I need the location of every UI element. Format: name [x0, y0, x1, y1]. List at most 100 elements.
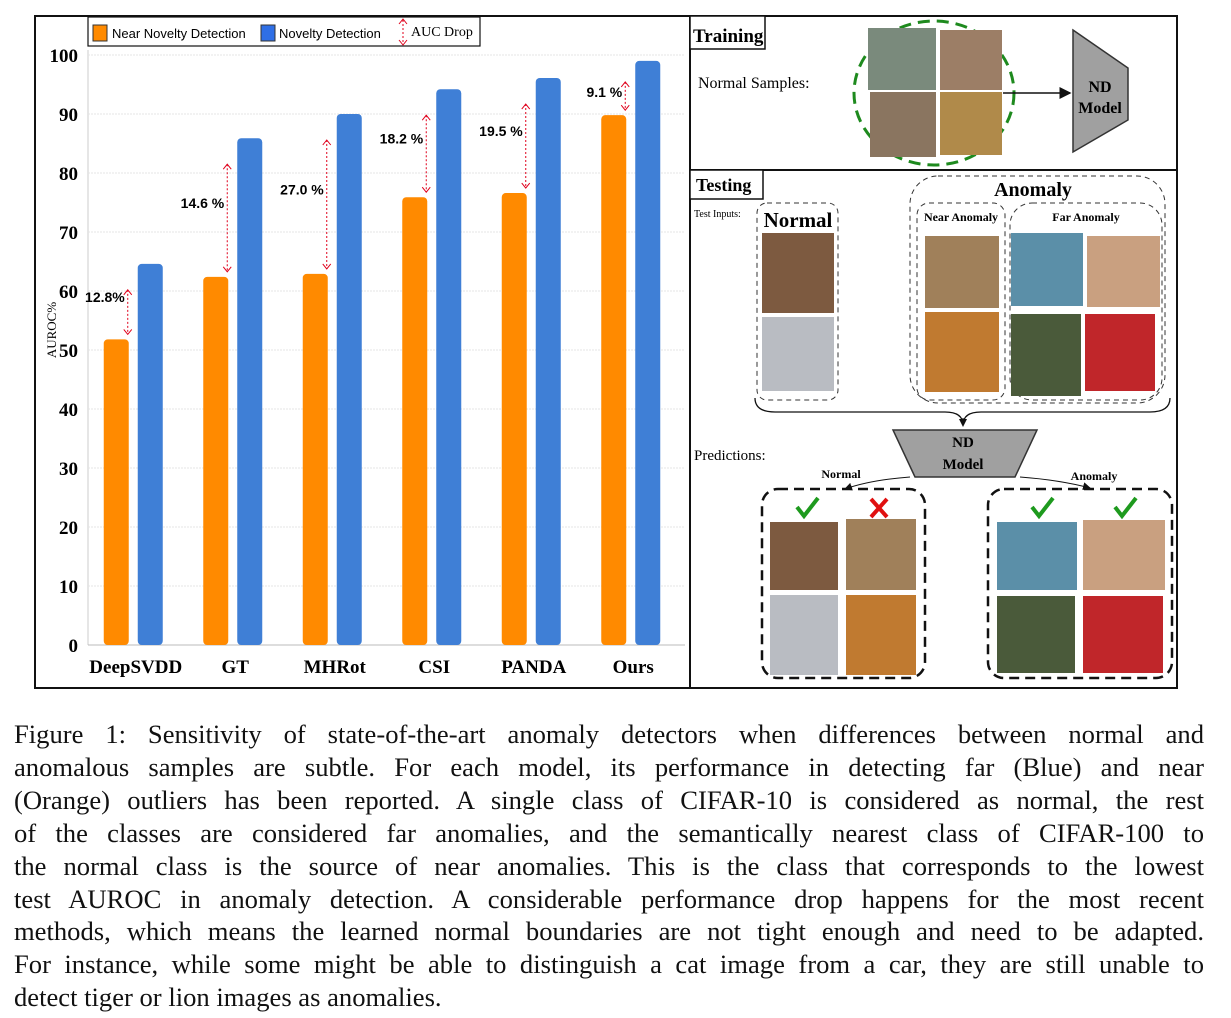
training-image-cat [940, 92, 1002, 155]
pred-image-car [1083, 596, 1163, 673]
pred-normal-label: Normal [821, 467, 861, 481]
test-image-bird [1087, 236, 1160, 307]
training-image-cat [870, 92, 936, 157]
predictions-label: Predictions: [694, 448, 766, 464]
normal-title: Normal [764, 208, 833, 232]
test-image-car [1085, 314, 1155, 391]
bar-near-CSI [402, 197, 428, 645]
bar-far-Ours [635, 60, 661, 645]
x-tick-label: MHRot [304, 657, 367, 678]
test-image-cat [762, 233, 834, 313]
chart-panel [34, 15, 691, 689]
caption-line: detect tiger or lion images as anomalies… [14, 982, 442, 1013]
figure-1: 0 10 20 30 40 50 60 70 80 90 100 DeepSVDD 12.8% GT 14.… [34, 15, 1178, 689]
bar-near-MHRot [302, 273, 328, 645]
auc-drop-arrowheads [620, 81, 630, 111]
bar-far-GT [237, 138, 263, 645]
pred-image-bird [1083, 520, 1165, 590]
checkmark-icon [795, 496, 820, 520]
far-anomaly-title: Far Anomaly [1052, 210, 1119, 224]
caption-line: the normal class is the source of near a… [14, 850, 1204, 881]
legend-far-label: Novelty Detection [279, 26, 381, 41]
bar-near-GT [203, 276, 229, 645]
auc-drop-arrow-icon [398, 18, 408, 46]
pred-normal-box [760, 487, 927, 680]
caption-line: (Orange) outliers has been reported. A s… [14, 784, 1204, 815]
auc-drop-label: 19.5 % [479, 123, 523, 139]
checkmark-icon [1113, 496, 1138, 520]
test-image-horse [1011, 314, 1081, 396]
pred-image-cat [770, 522, 838, 590]
x-tick-label: PANDA [501, 657, 566, 678]
test-inputs-label: Test Inputs: [694, 209, 741, 220]
legend-auc-drop-label: AUC Drop [411, 25, 473, 40]
pred-image-lion [846, 519, 916, 590]
caption-line: Figure 1: Sensitivity of state-of-the-ar… [14, 719, 1204, 749]
nd-model-label: Model [1078, 100, 1122, 117]
training-image-cat [940, 30, 1002, 90]
training-image-cat [868, 28, 936, 90]
caption-line: anomalous samples are subtle. For each m… [14, 751, 1204, 782]
test-image-lion [925, 236, 999, 308]
nd-model-testing [891, 429, 1039, 478]
auc-drop-arrowheads [123, 289, 133, 336]
test-image-tiger [925, 312, 999, 392]
test-image-cat [762, 317, 834, 391]
bar-chart: 0 10 20 30 40 50 60 70 80 90 100 DeepSVDD 12.8% GT 14.… [50, 46, 685, 678]
y-tick-label: 0 [69, 636, 79, 657]
pred-anomaly-box [986, 487, 1174, 680]
pred-anomaly-label: Anomaly [1071, 469, 1118, 483]
auc-drop-arrowheads [421, 114, 431, 193]
bar-far-DeepSVDD [137, 263, 163, 645]
bar-far-CSI [436, 89, 462, 646]
normal-inputs-box [756, 202, 839, 401]
bar-near-DeepSVDD [103, 339, 129, 645]
test-image-ship [1011, 233, 1083, 306]
legend-swatch-far [260, 24, 276, 42]
anomaly-title: Anomaly [994, 179, 1072, 201]
normal-samples-label: Normal Samples: [698, 75, 810, 92]
auc-drop-label: 18.2 % [380, 131, 424, 147]
cross-icon [869, 497, 889, 519]
y-tick-label: 80 [59, 164, 78, 185]
nd-model-label: Model [943, 457, 984, 473]
y-tick-label: 100 [50, 46, 79, 67]
x-tick-label: GT [222, 657, 250, 678]
bar-near-PANDA [501, 193, 527, 645]
nd-model-label: ND [952, 435, 974, 451]
y-tick-label: 50 [59, 341, 78, 362]
legend-swatch-near [92, 24, 108, 42]
pred-image-horse [997, 596, 1075, 673]
anomaly-box [909, 175, 1166, 404]
pred-image-ship [997, 522, 1077, 590]
pred-image-cat [770, 595, 838, 675]
x-tick-label: Ours [613, 657, 654, 678]
y-axis-label: AUROC% [44, 302, 59, 359]
testing-title: Testing [696, 175, 751, 195]
auc-drop-arrowheads [322, 139, 332, 270]
caption-line: methods, which means the learned normal … [14, 916, 1204, 947]
pred-image-tiger [846, 595, 916, 675]
chart-legend: Near Novelty Detection Novelty Detection… [87, 16, 481, 47]
y-tick-label: 60 [59, 282, 78, 303]
auc-drop-label: 27.0 % [280, 181, 324, 197]
caption-line: test AUROC in anomaly detection. A consi… [14, 883, 1204, 914]
auc-drop-label: 14.6 % [181, 195, 225, 211]
auc-drop-arrowheads [222, 163, 232, 273]
auc-drop-label: 12.8% [85, 289, 125, 305]
caption-line: For instance, while some might be able t… [14, 949, 1204, 980]
figure-caption: Figure 1: Sensitivity of state-of-the-ar… [14, 718, 1204, 1014]
y-tick-label: 40 [59, 400, 78, 421]
far-anomaly-box [1009, 202, 1163, 401]
training-title: Training [693, 26, 764, 47]
near-anomaly-title: Near Anomaly [924, 210, 998, 224]
near-anomaly-box [916, 202, 1006, 401]
nd-model-label: ND [1088, 79, 1111, 96]
caption-line: of the classes are considered far anomal… [14, 817, 1204, 848]
y-tick-label: 70 [59, 223, 78, 244]
y-tick-label: 10 [59, 577, 78, 598]
bar-near-Ours [601, 115, 627, 646]
bar-far-PANDA [535, 78, 561, 645]
legend-near-label: Near Novelty Detection [112, 26, 246, 41]
y-tick-label: 30 [59, 459, 78, 480]
